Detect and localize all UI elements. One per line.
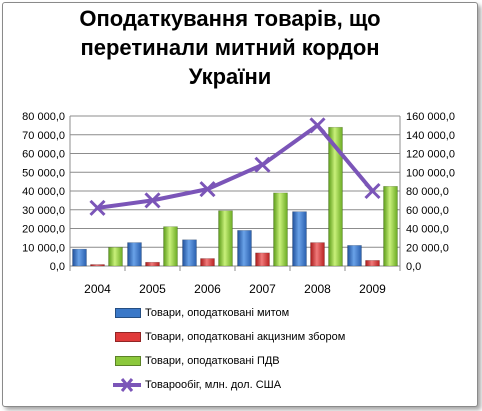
bar [90, 264, 105, 267]
bar [145, 261, 160, 267]
y-left-tick-label: 80 000,0 [22, 111, 65, 123]
legend-label: Товарообіг, млн. дол. США [145, 379, 282, 391]
y-left-tick-label: 10 000,0 [22, 242, 65, 254]
x-tick-label: 2006 [194, 282, 221, 296]
legend-item: Товарообіг, млн. дол. США [113, 377, 445, 397]
y-right-tick-label: 100 000,0 [406, 167, 455, 179]
y-left-tick-label: 40 000,0 [22, 186, 65, 198]
x-tick-label: 2005 [139, 282, 166, 296]
bar [292, 211, 307, 267]
bar [127, 242, 142, 267]
bar [310, 242, 325, 267]
x-tick-label: 2004 [84, 282, 111, 296]
line-point [199, 181, 216, 198]
bar [383, 186, 398, 267]
legend-item: Товари, оподатковані ПДВ [115, 353, 445, 373]
legend-label: Товари, оподатковані ПДВ [145, 355, 280, 367]
bar [365, 260, 380, 267]
line-point [254, 156, 271, 173]
bar [255, 252, 270, 267]
bar [108, 246, 123, 267]
y-right-tick-label: 80 000,0 [406, 186, 449, 198]
legend-line-swatch [113, 378, 141, 392]
y-right-tick-label: 0,0 [406, 261, 421, 273]
legend-label: Товари, оподатковані митом [145, 307, 290, 319]
line-point [364, 182, 381, 200]
y-left-tick-label: 30 000,0 [22, 205, 65, 217]
line-point [89, 199, 106, 216]
line-point [144, 192, 161, 209]
series-line [97, 123, 375, 210]
legend-swatch [115, 332, 141, 342]
x-tick-label: 2007 [249, 282, 276, 296]
bar [182, 239, 197, 267]
legend-item: Товари, оподатковані акцизним збором [115, 329, 445, 349]
bar [328, 126, 343, 267]
legend-marker [120, 378, 134, 392]
y-left-tick-label: 70 000,0 [22, 130, 65, 142]
y-right-tick-label: 60 000,0 [406, 205, 449, 217]
y-right-tick-label: 160 000,0 [406, 111, 455, 123]
legend-swatch [115, 308, 141, 318]
bar [273, 192, 288, 267]
bar [218, 210, 233, 267]
chart-title: Оподаткування товарів, що перетинали мит… [79, 6, 381, 89]
y-left-tick-label: 60 000,0 [22, 149, 65, 161]
bar [200, 258, 215, 267]
y-right-tick-label: 20 000,0 [406, 242, 449, 254]
legend-item: Товари, оподатковані митом [115, 305, 445, 325]
y-right-tick-label: 140 000,0 [406, 130, 455, 142]
line-point [309, 117, 326, 134]
y-left-tick-label: 0,0 [50, 261, 65, 273]
bar [347, 245, 362, 267]
x-tick-label: 2008 [304, 282, 331, 296]
legend-label: Товари, оподатковані акцизним збором [145, 331, 346, 343]
bar [72, 248, 87, 267]
y-right-tick-label: 120 000,0 [406, 149, 455, 161]
chart-frame [2, 2, 478, 407]
y-left-tick-label: 20 000,0 [22, 224, 65, 236]
y-left-tick-label: 50 000,0 [22, 167, 65, 179]
legend-swatch [115, 356, 141, 366]
bar [237, 230, 252, 267]
bar [163, 226, 178, 267]
x-tick-label: 2009 [359, 282, 386, 296]
y-right-tick-label: 40 000,0 [406, 224, 449, 236]
